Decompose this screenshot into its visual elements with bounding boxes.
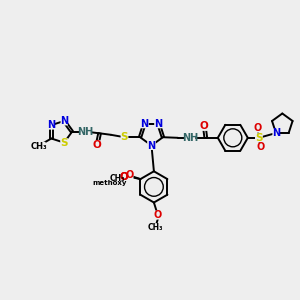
Text: N: N [272, 128, 280, 138]
FancyBboxPatch shape [80, 128, 91, 136]
FancyBboxPatch shape [272, 128, 280, 137]
FancyBboxPatch shape [154, 119, 163, 128]
FancyBboxPatch shape [255, 133, 263, 142]
Text: O: O [256, 142, 265, 152]
FancyBboxPatch shape [257, 143, 264, 152]
Text: CH₃: CH₃ [109, 174, 125, 183]
Text: O: O [120, 172, 129, 182]
FancyBboxPatch shape [120, 172, 128, 181]
Text: NH: NH [77, 127, 94, 137]
FancyBboxPatch shape [147, 141, 156, 150]
Text: O: O [153, 210, 162, 220]
FancyBboxPatch shape [60, 138, 68, 147]
FancyBboxPatch shape [254, 124, 261, 133]
Text: S: S [255, 133, 263, 143]
Text: N: N [60, 116, 68, 126]
FancyBboxPatch shape [120, 172, 128, 181]
Text: O: O [200, 122, 209, 131]
FancyBboxPatch shape [154, 211, 161, 220]
Text: CH₃: CH₃ [148, 223, 164, 232]
FancyBboxPatch shape [61, 116, 68, 125]
FancyBboxPatch shape [33, 142, 46, 150]
FancyBboxPatch shape [121, 133, 128, 142]
FancyBboxPatch shape [126, 171, 134, 180]
Text: O: O [120, 172, 129, 182]
Text: N: N [147, 140, 156, 151]
FancyBboxPatch shape [48, 121, 55, 130]
Text: O: O [253, 123, 262, 133]
Text: N: N [140, 119, 148, 129]
Text: CH₃: CH₃ [31, 142, 48, 151]
Text: N: N [154, 119, 163, 129]
FancyBboxPatch shape [111, 175, 123, 182]
Text: S: S [60, 138, 68, 148]
FancyBboxPatch shape [201, 122, 208, 131]
FancyBboxPatch shape [184, 134, 195, 142]
Text: O: O [126, 170, 134, 181]
FancyBboxPatch shape [94, 140, 101, 149]
FancyBboxPatch shape [150, 223, 162, 231]
Text: O: O [93, 140, 102, 150]
Text: N: N [47, 120, 56, 130]
Text: methoxy: methoxy [92, 180, 127, 186]
Text: NH: NH [182, 133, 198, 143]
Text: S: S [121, 132, 128, 142]
FancyBboxPatch shape [140, 119, 149, 128]
